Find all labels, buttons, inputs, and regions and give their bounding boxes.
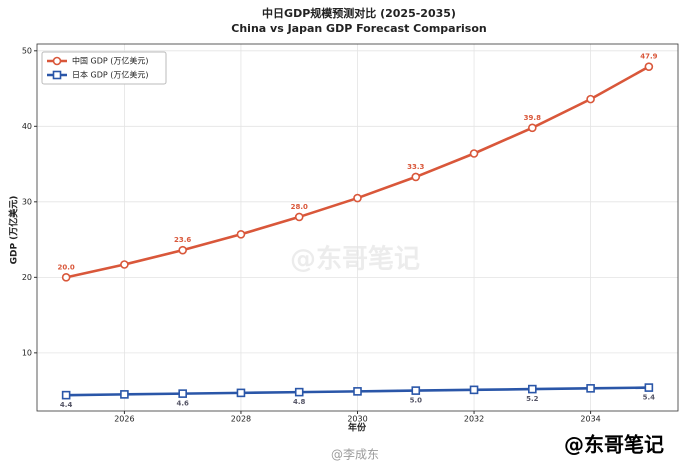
marker bbox=[294, 387, 304, 397]
marker bbox=[411, 386, 421, 395]
marker bbox=[120, 260, 129, 269]
chart-subtitle: China vs Japan GDP Forecast Comparison bbox=[231, 22, 486, 35]
marker bbox=[236, 229, 246, 239]
legend-box bbox=[41, 51, 167, 85]
marker bbox=[61, 390, 71, 400]
value-label: 4.4 bbox=[60, 401, 73, 409]
value-label: 4.6 bbox=[176, 400, 189, 408]
y-tick-label: 10 bbox=[22, 348, 32, 357]
value-label: 28.0 bbox=[291, 203, 308, 211]
value-label: 39.8 bbox=[524, 114, 541, 122]
legend-marker bbox=[52, 56, 62, 66]
marker bbox=[294, 212, 304, 222]
y-tick-label: 40 bbox=[22, 122, 32, 131]
marker bbox=[61, 273, 71, 282]
marker bbox=[353, 387, 362, 396]
marker bbox=[411, 172, 421, 182]
marker bbox=[469, 385, 479, 395]
marker bbox=[528, 384, 537, 394]
y-tick-label: 20 bbox=[22, 273, 32, 282]
value-label: 20.0 bbox=[57, 263, 74, 271]
marker bbox=[586, 94, 595, 104]
watermark: @东哥笔记 bbox=[290, 244, 420, 275]
marker bbox=[528, 123, 537, 133]
legend-label: 日本 GDP (万亿美元) bbox=[72, 70, 149, 80]
watermark-corner: @东哥笔记 bbox=[564, 433, 664, 457]
marker bbox=[236, 388, 246, 398]
value-label: 33.3 bbox=[407, 163, 424, 171]
marker bbox=[644, 62, 654, 71]
value-label: 47.9 bbox=[640, 53, 657, 61]
legend-label: 中国 GDP (万亿美元) bbox=[72, 56, 149, 66]
value-label: 5.2 bbox=[526, 395, 539, 403]
marker bbox=[644, 383, 654, 392]
plot-frame bbox=[36, 43, 679, 412]
y-tick-label: 50 bbox=[22, 46, 32, 55]
x-tick-label: 2028 bbox=[231, 415, 251, 424]
y-axis-label: GDP (万亿美元) bbox=[8, 196, 20, 265]
chart-title: 中日GDP规模预测对比 (2025-2035) bbox=[262, 6, 456, 20]
x-tick-label: 2034 bbox=[580, 415, 600, 424]
y-tick-label: 30 bbox=[22, 197, 32, 206]
marker bbox=[353, 193, 362, 203]
value-label: 5.4 bbox=[643, 394, 656, 402]
marker bbox=[469, 149, 479, 158]
value-label: 4.8 bbox=[293, 398, 306, 406]
legend-marker bbox=[52, 70, 62, 80]
x-tick-label: 2026 bbox=[114, 415, 134, 424]
value-label: 23.6 bbox=[174, 236, 191, 244]
marker bbox=[178, 389, 187, 398]
x-tick-label: 2032 bbox=[464, 415, 484, 424]
x-tick-label: 2030 bbox=[347, 415, 367, 424]
marker bbox=[178, 245, 187, 255]
credit: @李成东 bbox=[331, 447, 379, 462]
x-axis-label: 年份 bbox=[348, 422, 367, 434]
marker bbox=[120, 390, 129, 399]
value-label: 5.0 bbox=[410, 397, 423, 405]
marker bbox=[586, 384, 595, 393]
